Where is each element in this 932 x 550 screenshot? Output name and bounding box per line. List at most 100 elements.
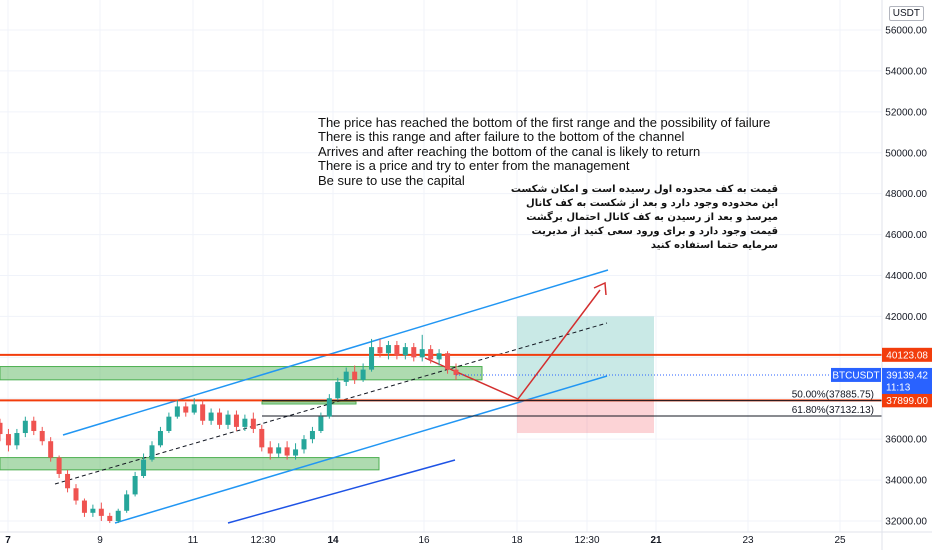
candle-body — [250, 418, 256, 429]
reward-box — [517, 316, 654, 401]
symbol-label: BTCUSDT — [832, 370, 879, 381]
y-tick-label: 36000.00 — [885, 435, 927, 446]
candle-body — [284, 447, 290, 456]
candle-body — [436, 353, 442, 360]
candle-body — [309, 430, 315, 440]
level-price-label: 40123.08 — [886, 350, 928, 361]
lower-channel-line — [227, 459, 456, 524]
currency-label[interactable]: USDT — [888, 6, 924, 21]
candle-body — [453, 369, 459, 375]
candle-body — [318, 416, 324, 431]
grid — [0, 0, 882, 532]
candle-body — [31, 420, 37, 431]
candle-body — [48, 441, 54, 458]
candle-body — [360, 369, 366, 380]
candle-body — [191, 404, 197, 413]
fib-label: 61.80%(37132.13) — [792, 405, 874, 416]
candle-body — [411, 347, 417, 358]
symbol-tag — [831, 367, 881, 382]
annotation-line: There is a price and try to enter from t… — [318, 158, 630, 174]
candle-body — [217, 412, 223, 425]
candle-body — [233, 414, 239, 427]
annotation-line: Arrives and after reaching the bottom of… — [318, 143, 701, 159]
candle-body — [200, 404, 206, 421]
current-price-label: 39139.42 — [886, 370, 928, 381]
candle-body — [22, 420, 28, 434]
candle-body — [242, 418, 248, 427]
candle-body — [267, 447, 273, 454]
candle-body — [14, 433, 20, 446]
annotation-line: The price has reached the bottom of the … — [318, 115, 771, 130]
support-zone — [261, 401, 357, 405]
candle-body — [445, 353, 451, 370]
drawings: 50.00%(37885.75) 61.80%(37132.13) — [0, 269, 882, 524]
candle-body — [73, 488, 79, 501]
annotation-english: The price has reached the bottom of the … — [318, 115, 838, 188]
candle-body — [56, 457, 62, 474]
risk-box — [517, 400, 654, 434]
annotation-line: میرسد و بعد از رسیدن به کف کانال احتمال … — [526, 212, 778, 223]
candle-body — [107, 515, 113, 521]
candles — [0, 334, 459, 524]
support-zone — [0, 457, 380, 471]
support-zone — [0, 366, 483, 381]
x-tick-label: 7 — [5, 535, 11, 546]
level-price-tag — [882, 347, 932, 362]
candle-body — [39, 430, 45, 442]
candle-body — [124, 494, 130, 511]
support-zones — [0, 316, 654, 471]
candle-body — [65, 473, 71, 489]
x-tick-label: 9 — [97, 535, 103, 546]
x-tick-label: 11 — [188, 535, 199, 546]
x-tick-label: 18 — [511, 535, 523, 546]
annotation-line: این محدوده وجود دارد و بعد از شکست به کف… — [526, 198, 778, 209]
level-price-tag — [882, 393, 932, 408]
candle-body — [174, 406, 180, 417]
annotation-line: Be sure to use the capital — [318, 172, 465, 188]
x-tick-label: 12:30 — [250, 535, 275, 546]
candle-body — [81, 500, 87, 513]
candle-body — [276, 447, 282, 454]
channel-upper-line — [62, 269, 609, 436]
candle-body — [293, 449, 299, 456]
candle-body — [90, 508, 96, 513]
candle-body — [0, 422, 3, 435]
y-tick-label: 46000.00 — [885, 230, 927, 241]
candle-body — [301, 439, 307, 450]
candle-body — [225, 414, 231, 425]
candle-body — [141, 459, 147, 476]
candle-body — [385, 345, 391, 354]
candle-body — [369, 347, 375, 370]
candle-body — [183, 406, 189, 413]
y-tick-label: 56000.00 — [885, 26, 927, 37]
x-tick-label: 25 — [834, 535, 846, 546]
candle-body — [394, 345, 400, 356]
y-tick-label: 50000.00 — [885, 148, 927, 159]
candle-body — [166, 416, 172, 431]
candle-body — [98, 508, 104, 516]
candle-body — [402, 347, 408, 356]
countdown-label: 11:13 — [886, 382, 911, 393]
candle-body — [132, 475, 138, 495]
x-tick-label: 21 — [650, 535, 662, 546]
y-tick-label: 48000.00 — [885, 189, 927, 200]
annotation-line: There is this range and after failure to… — [318, 129, 685, 145]
candle-body — [419, 349, 425, 358]
candle-body — [343, 371, 349, 382]
candle-body — [115, 510, 121, 521]
price-axis: 56000.00 54000.00 52000.00 50000.00 48000.00… — [831, 0, 932, 550]
candle-body — [208, 412, 214, 421]
x-tick-label: 12:30 — [574, 535, 599, 546]
y-tick-label: 52000.00 — [885, 107, 927, 118]
candle-body — [5, 434, 11, 446]
candle-body — [428, 349, 434, 360]
candle-body — [326, 398, 332, 417]
candle-body — [157, 430, 163, 446]
candle-body — [149, 445, 155, 460]
candle-body — [335, 381, 341, 399]
annotation-line: قیمت به کف محدوده اول رسیده است و امکان … — [510, 184, 778, 195]
x-tick-label: 23 — [742, 535, 754, 546]
y-tick-label: 42000.00 — [885, 312, 927, 323]
y-tick-label: 32000.00 — [885, 517, 927, 528]
